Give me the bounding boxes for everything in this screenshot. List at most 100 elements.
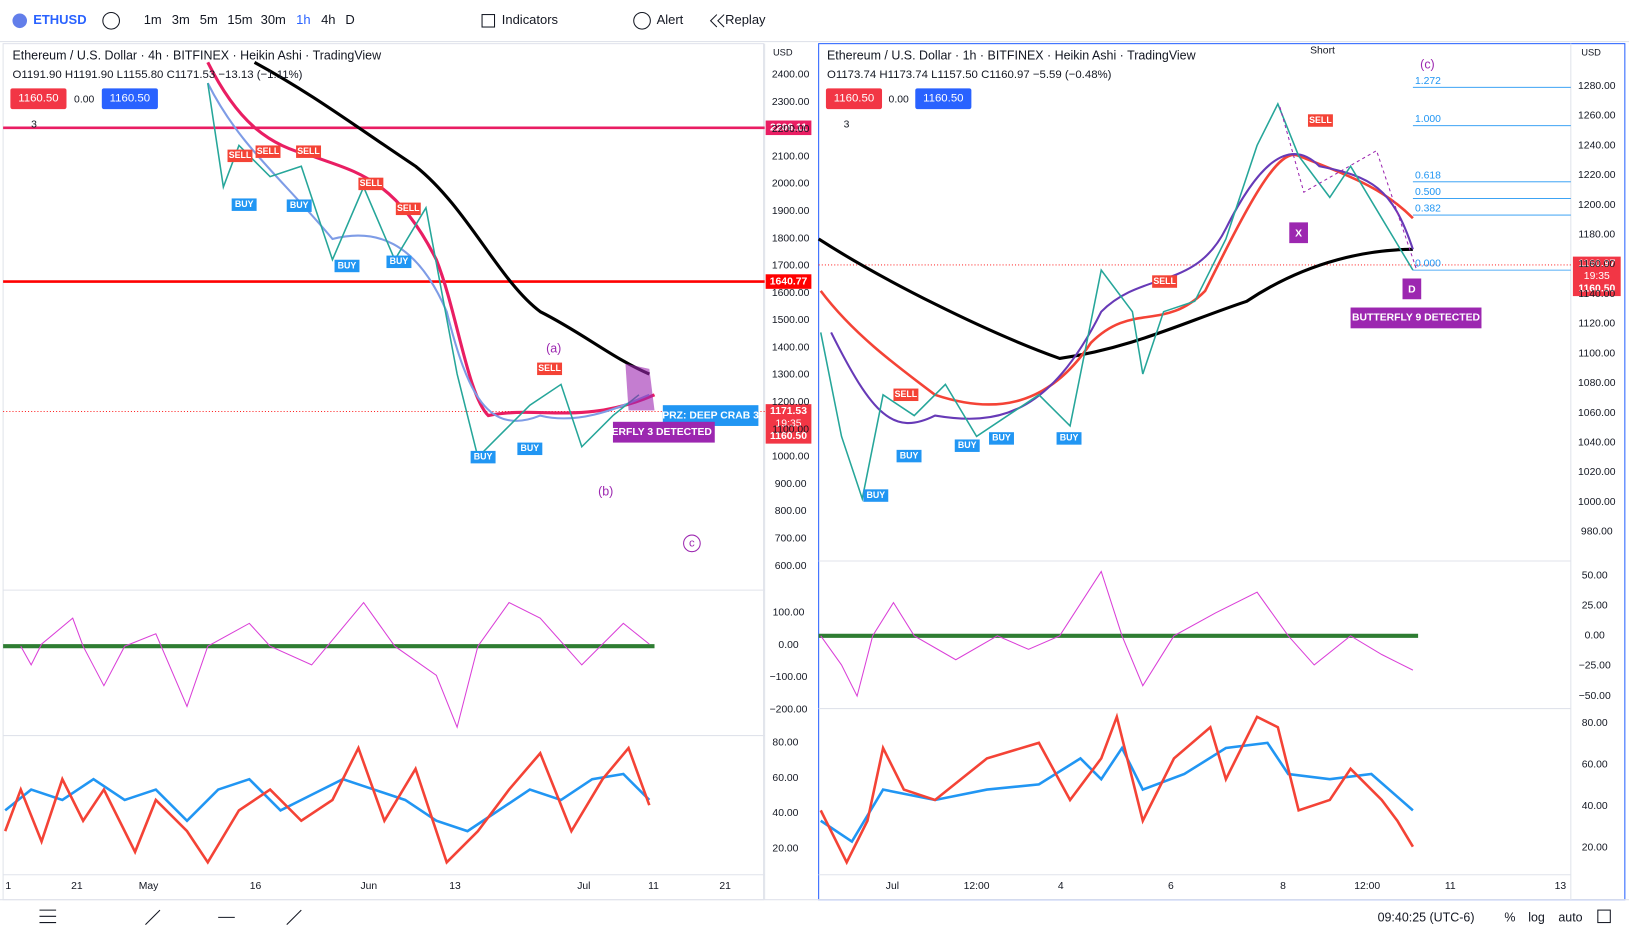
signal-tag [1152,275,1178,288]
interval-button[interactable]: 4h [321,12,335,27]
signal-tag [863,489,889,502]
time-tick-label: 21 [719,881,731,892]
sell-box[interactable] [825,88,883,110]
percent-toggle[interactable]: % [1504,911,1515,925]
signal-label: SELL [229,150,252,160]
signal-label: BUY [235,199,254,209]
axis-tick-label: 1120.00 [1578,319,1615,330]
replay-icon [709,14,725,28]
axis-tick-label: 80.00 [772,738,798,749]
ask[interactable]: 1160.50 [923,93,963,105]
axis-tick-label: 1060.00 [1578,408,1616,419]
indicators-button[interactable]: Indicators [502,12,559,27]
axis-tick-label: 1400.00 [772,342,810,353]
signal-tag [286,199,312,212]
signal-label: BUY [900,450,919,460]
time-tick-label: 1 [5,881,11,892]
layers[interactable]: 3 [31,119,37,130]
axis-tick-label: 1080.00 [1578,378,1616,389]
interval-button[interactable]: 1m [144,12,162,27]
axis-tick-label: 20.00 [772,844,798,855]
buy-box[interactable] [915,88,972,110]
signal-tag [334,259,360,273]
time-tick-label: 13 [1555,881,1567,892]
axis-tick-label: 2100.00 [772,151,810,162]
currency[interactable]: USD [773,47,793,57]
bid-price: 1160.50 [770,431,807,442]
bid[interactable]: 1160.50 [18,93,58,105]
axis-tick-label: 2000.00 [772,179,810,190]
signal-tag [227,149,253,163]
signal-label: BUY [958,440,977,450]
axis-tick-label: −200.00 [770,704,808,715]
signal-label: SELL [1153,276,1176,286]
signal-tag [296,145,322,158]
ask[interactable]: 1160.50 [110,93,150,105]
time-tick-label: 12:00 [964,881,990,892]
axis-tick-label: 1200.00 [772,397,810,408]
interval-button[interactable]: 5m [200,12,218,27]
signal-label: SELL [538,363,561,373]
currency[interactable]: USD [1581,47,1601,57]
time-tick-label: 11 [1445,881,1456,892]
auto-toggle[interactable]: auto [1558,911,1582,925]
sell-box[interactable] [10,88,67,110]
signal-label: BUY [866,490,885,500]
signal-label: BUY [390,256,409,266]
axis-tick-label: 1000.00 [772,452,810,463]
axis-tick-label: 1220.00 [1578,170,1616,181]
signal-label: BUY [338,260,357,270]
log-toggle[interactable]: log [1528,911,1545,925]
level-tag [765,274,812,289]
bid[interactable]: 1160.50 [834,93,874,105]
buy-box[interactable] [101,88,158,110]
pattern-label: BUTTERFLY 9 DETECTED [1352,313,1480,324]
axis-tick-label: 1000.00 [1578,497,1616,508]
axis-tick-label: 1700.00 [772,261,810,272]
axis-tick-label: 1800.00 [772,233,810,244]
time-tick-label: 4 [1058,881,1064,892]
signal-tag [255,145,281,158]
interval-button[interactable]: D [345,12,354,27]
fib-label: 1.272 [1415,76,1441,87]
signal-tag [517,442,543,456]
time-tick-label: May [139,881,159,892]
spread: 0.00 [889,94,909,105]
interval-button[interactable]: 1h [296,12,310,27]
signal-tag [1307,114,1333,127]
signal-tag [989,432,1014,445]
time-tick-label: Jul [577,881,590,892]
layers[interactable]: 3 [844,119,850,130]
axis-tick-label: 1240.00 [1578,140,1616,151]
interval-button[interactable]: 30m [261,12,286,27]
add-symbol[interactable] [102,11,120,30]
signal-tag [358,177,384,191]
symbol[interactable]: ETHUSD [33,12,86,27]
axis-tick-label: 100.00 [773,608,805,619]
fib-label: 1.000 [1415,114,1441,125]
chart-title: Ethereum / U.S. Dollar · 4h · BITFINEX ·… [12,48,382,62]
top-toolbar: ETHUSD Indicators Alert Replay [0,11,1629,43]
bid-price: 1160.50 [1578,284,1615,295]
right-plot [817,86,1571,866]
alert-button[interactable]: Alert [657,12,684,27]
axis-tick-label: 60.00 [772,773,798,784]
replay-button[interactable]: Replay [725,12,766,27]
signal-tag [1056,432,1082,445]
spread: 0.00 [74,94,94,105]
axis-tick-label: 2200.00 [772,124,810,135]
signal-text: Short [1310,46,1335,57]
signal-tag [954,439,980,452]
axis-tick-label: 1180.00 [1578,230,1615,241]
interval-button[interactable]: 3m [172,12,190,27]
time-tick-label: Jul [886,881,899,892]
axis-tick-label: −25.00 [1579,661,1611,672]
wave-circle [683,534,701,553]
signal-tag [395,202,421,216]
interval-button[interactable]: 15m [227,12,252,27]
axis-tick-label: 1020.00 [1578,467,1616,478]
time-tick-label: 21 [71,881,83,892]
axis-tick-label: 1040.00 [1578,438,1616,449]
left-plot [3,60,765,865]
axis-tick-label: 80.00 [1582,718,1608,729]
